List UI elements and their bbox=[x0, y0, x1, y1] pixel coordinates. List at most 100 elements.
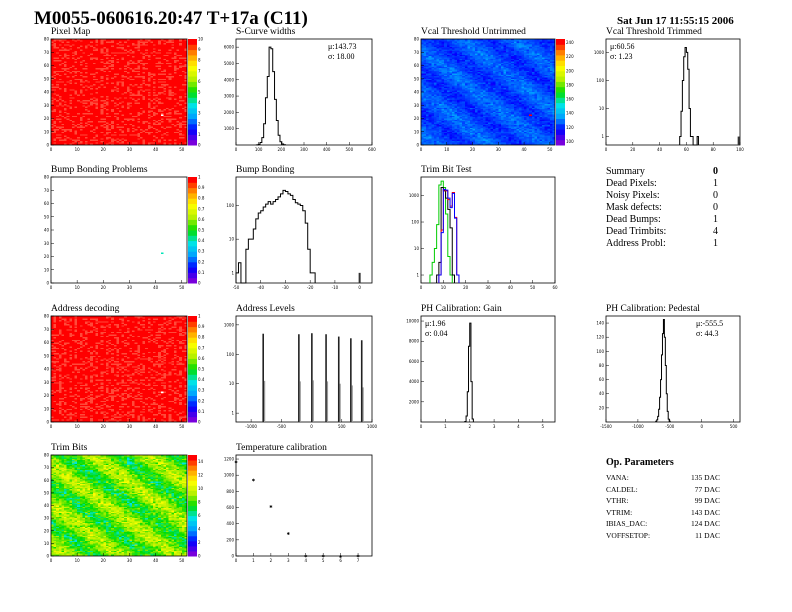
op-param-label: IBIAS_DAC: bbox=[606, 519, 648, 528]
summary-total: 0 bbox=[713, 166, 718, 177]
plot-frame bbox=[50, 176, 188, 284]
y-tick-label: 50 bbox=[44, 214, 50, 219]
z-tick-label: 0 bbox=[198, 281, 201, 286]
z-tick-label: 0.5 bbox=[198, 228, 205, 233]
color-bar-segment bbox=[188, 411, 197, 418]
x-tick-label: 0 bbox=[50, 424, 53, 429]
op-param-value: 143 DAC bbox=[691, 507, 720, 517]
z-tick-label: 7 bbox=[198, 68, 201, 73]
y-tick-label: 80 bbox=[44, 453, 50, 458]
z-tick-label: 0.6 bbox=[198, 356, 205, 361]
timestamp: Sat Jun 17 11:55:15 2006 bbox=[617, 15, 734, 27]
x-tick-label: 30 bbox=[127, 147, 133, 152]
stat-sigma: σ: 18.00 bbox=[328, 52, 355, 61]
color-bar-segment bbox=[188, 49, 197, 56]
color-bar-segment bbox=[188, 92, 197, 98]
z-tick-label: 0.7 bbox=[198, 206, 205, 211]
stat-mean: μ:60.56 bbox=[610, 42, 635, 51]
color-bar-segment bbox=[188, 455, 197, 461]
summary-label: Dead Trimbits: bbox=[606, 226, 667, 237]
z-tick-label: 0.6 bbox=[198, 217, 205, 222]
y-tick-label: 70 bbox=[44, 465, 50, 470]
color-bar-segment bbox=[556, 92, 565, 98]
x-tick-label: -500 bbox=[665, 424, 675, 429]
y-tick-label: 10 bbox=[44, 541, 50, 546]
plot-title: Bump Bonding Problems bbox=[51, 165, 148, 175]
y-tick-label: 20 bbox=[599, 405, 605, 410]
color-bar-segment bbox=[556, 65, 565, 72]
summary-row: Address Probl: 1 bbox=[606, 238, 718, 250]
color-bar-segment bbox=[556, 81, 565, 88]
data-point: ✱ bbox=[304, 553, 308, 558]
color-bar-segment bbox=[188, 475, 197, 481]
color-bar-segment bbox=[188, 331, 197, 338]
histogram-peak bbox=[311, 333, 313, 422]
stats-box: μ:60.56 σ: 1.23 bbox=[610, 42, 635, 62]
z-tick-label: 0.8 bbox=[198, 335, 205, 340]
histogram-peak-shoulder bbox=[326, 381, 329, 422]
color-bar-segment bbox=[188, 515, 197, 522]
z-tick-label: 10 bbox=[198, 37, 204, 42]
plot-title: Vcal Threshold Trimmed bbox=[606, 27, 702, 37]
histogram-series bbox=[438, 189, 460, 283]
color-bar-segment bbox=[188, 224, 197, 231]
z-tick-label: 6 bbox=[198, 513, 201, 518]
color-bar-segment bbox=[188, 505, 197, 512]
x-tick-label: 4 bbox=[304, 558, 307, 563]
op-param-row: VTHR: 99 DAC bbox=[606, 496, 720, 508]
color-bar-segment bbox=[188, 261, 197, 268]
y-tick-label: 10 bbox=[44, 129, 50, 134]
color-bar: 100 120 140 160 180 200 220 240 bbox=[556, 39, 574, 146]
y-tick-label: 30 bbox=[44, 241, 50, 246]
x-tick-label: 600 bbox=[368, 147, 376, 152]
y-tick-label: 80 bbox=[599, 363, 605, 368]
color-bar-segment bbox=[188, 203, 197, 210]
summary-title: Summary bbox=[606, 166, 645, 177]
op-param-value: 124 DAC bbox=[691, 519, 720, 528]
histogram-series bbox=[429, 180, 453, 283]
x-tick-label: 1000 bbox=[367, 424, 378, 429]
color-bar-segment bbox=[556, 60, 565, 66]
summary-row: Dead Trimbits: 4 bbox=[606, 226, 718, 238]
y-tick-label: 8000 bbox=[409, 339, 420, 344]
op-param-value: 135 DAC bbox=[691, 473, 720, 482]
x-tick-label: 50 bbox=[179, 147, 185, 152]
y-tick-label: 20 bbox=[44, 254, 50, 259]
x-tick-label: 20 bbox=[101, 285, 107, 290]
y-tick-label: 5000 bbox=[224, 61, 235, 66]
z-tick-label: 4 bbox=[198, 100, 201, 105]
color-bar-segment bbox=[188, 416, 197, 423]
z-tick-label: 120 bbox=[566, 125, 574, 130]
y-tick-label: 100 bbox=[226, 352, 234, 357]
color-bar-segment bbox=[188, 400, 197, 407]
x-tick-label: 50 bbox=[179, 558, 185, 563]
op-param-label: VTHR: bbox=[606, 496, 629, 505]
z-tick-label: 2 bbox=[198, 540, 201, 545]
data-point: ✱ bbox=[321, 553, 325, 558]
color-bar-segment bbox=[188, 60, 197, 66]
plot-frame bbox=[50, 454, 188, 557]
y-tick-label: 1000 bbox=[224, 322, 235, 327]
color-bar-segment bbox=[188, 470, 197, 476]
address_map-heatmap-cells bbox=[51, 316, 187, 422]
bump-plot: -50 -40 -30 -20 -10 0 1 10 100 bbox=[226, 176, 373, 290]
plot-frame bbox=[605, 38, 741, 146]
x-tick-label: 30 bbox=[485, 285, 491, 290]
vcal_untrimmed-heatmap-cells bbox=[421, 39, 555, 145]
color-bar: 0 2 4 6 8 10 12 14 bbox=[188, 455, 204, 559]
histogram-peak-shoulder bbox=[339, 383, 341, 422]
summary-value: 1 bbox=[713, 214, 718, 225]
color-bar-segment bbox=[188, 65, 197, 72]
stat-mean: μ:1.96 bbox=[425, 319, 446, 328]
x-tick-label: 0 bbox=[235, 147, 238, 152]
color-bar-segment bbox=[188, 358, 197, 365]
x-tick-label: 500 bbox=[338, 424, 346, 429]
z-tick-label: 8 bbox=[198, 500, 201, 505]
plot-frame bbox=[235, 176, 373, 284]
data-point: ✱ bbox=[356, 553, 360, 558]
y-tick-label: 60 bbox=[44, 201, 50, 206]
color-bar-segment bbox=[556, 107, 565, 114]
color-bar-segment bbox=[188, 134, 197, 141]
histogram-peak-shoulder bbox=[362, 387, 364, 422]
